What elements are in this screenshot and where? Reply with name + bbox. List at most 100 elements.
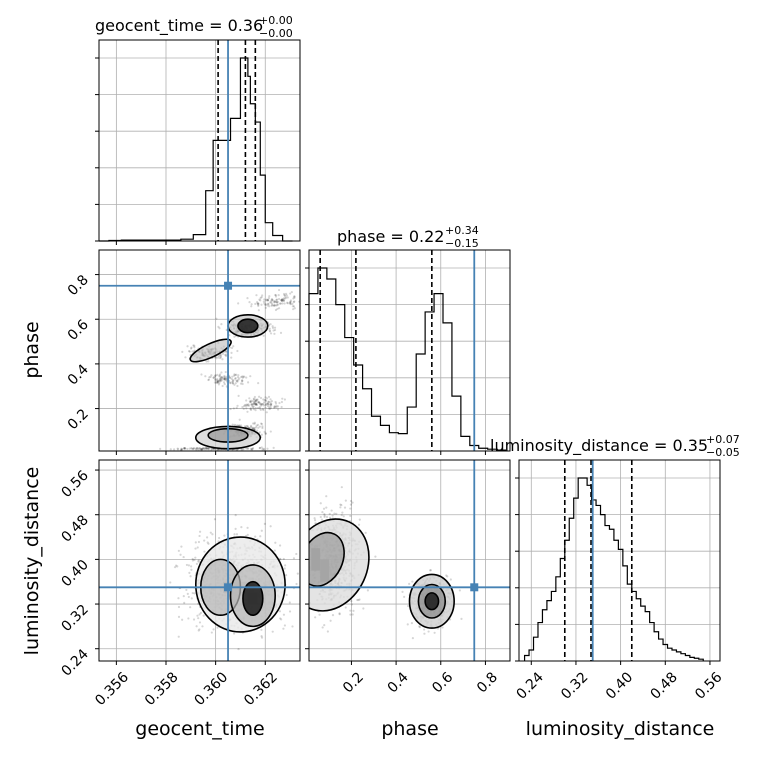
bottom-tick-labels: 0.356 0.358 0.360 0.362 0.2 0.4 0.6 0.8 0.24 0.32… (92, 669, 725, 709)
phase-hist-histogram-step (308, 267, 507, 451)
phase-geocent-sample-point (192, 344, 195, 347)
ld-geocent-sample-point (213, 518, 217, 521)
ld-geocent-sample-point (190, 568, 193, 571)
phase-hist-frame (308, 249, 511, 452)
phase-geocent-sample-point (292, 305, 296, 308)
ld-geocent-sample-point (197, 560, 200, 563)
phase-geocent-sample-point (181, 448, 184, 451)
phase-geocent-sample-point (251, 447, 254, 451)
phase-geocent-sample-point (239, 382, 243, 385)
phase-geocent-sample-point (250, 447, 253, 451)
ld-phase-sample-point (335, 512, 338, 515)
phase-geocent-sample-point (197, 448, 200, 451)
phase-geocent-sample-point (251, 400, 254, 403)
phase-geocent-sample-point (229, 376, 232, 380)
phase-geocent-sample-point (223, 378, 226, 381)
phase-geocent-sample-point (225, 353, 228, 356)
title-phase-minus: −0.15 (445, 237, 479, 250)
phase-geocent-sample-point (256, 423, 260, 426)
phase-geocent-sample-point (251, 447, 255, 450)
ld-phase-sample-point (342, 515, 345, 518)
phase-geocent-sample-point (273, 406, 276, 409)
phase-geocent-sample-point (254, 402, 257, 405)
ld-phase-sample-point (407, 604, 410, 608)
phase-geocent-sample-point (257, 304, 260, 308)
ld-phase-sample-point (352, 609, 355, 612)
ld-phase-sample-point (300, 524, 302, 526)
phase-geocent-sample-point (214, 374, 217, 377)
ld-phase-sample-point (344, 499, 347, 502)
xlabel-phase: phase (381, 718, 438, 740)
phase-geocent-sample-point (193, 344, 196, 347)
phase-geocent-sample-point (172, 448, 176, 451)
phase-geocent-sample-point (196, 446, 199, 450)
phase-geocent-sample-point (200, 448, 203, 451)
phase-geocent-sample-point (214, 377, 217, 381)
phase-geocent-sample-point (259, 403, 262, 406)
phase-geocent-sample-point (264, 432, 267, 435)
phase-geocent-sample-point (289, 303, 292, 306)
xtick-label-luminosity-distance: 0.48 (648, 669, 681, 702)
ylabel-luminosity-distance: luminosity_distance (21, 467, 43, 656)
phase-geocent-sample-point (273, 326, 277, 329)
phase-geocent-sample-point (254, 403, 257, 406)
ld-phase-sample-point (358, 598, 361, 601)
phase-geocent-sample-point (285, 294, 288, 297)
phase-geocent-sample-point (228, 376, 231, 379)
phase-geocent-sample-point (230, 346, 234, 350)
phase-geocent-sample-point (254, 399, 258, 402)
phase-geocent-sample-point (192, 446, 196, 450)
phase-geocent-sample-point (234, 376, 237, 380)
phase-geocent-sample-point (240, 448, 243, 451)
ytick-label-luminosity-distance: 0.56 (58, 467, 91, 500)
ld-geocent-sample-point (274, 541, 277, 544)
phase-geocent-sample-point (268, 327, 271, 330)
phase-geocent-sample-point (265, 411, 268, 414)
ld-geocent-sample-point (198, 534, 201, 538)
ld-phase-sample-point (357, 598, 360, 602)
phase-geocent-sample-point (257, 309, 260, 312)
phase-geocent-sample-point (218, 374, 221, 377)
phase-geocent-sample-point (269, 403, 272, 406)
ld-phase-sample-point (328, 516, 332, 519)
ld-geocent-sample-point (180, 545, 183, 548)
phase-geocent-sample-point (254, 302, 257, 306)
ld-geocent-sample-point (177, 605, 181, 609)
ld-phase-sample-point (427, 630, 430, 633)
ld-geocent-sample-point (169, 581, 172, 584)
phase-geocent-sample-point (252, 427, 256, 430)
phase-geocent-sample-point (219, 355, 222, 358)
phase-geocent-sample-point (220, 379, 223, 382)
phase-geocent-sample-point (244, 404, 248, 408)
phase-geocent-sample-point (214, 379, 217, 382)
phase-geocent-sample-point (183, 447, 186, 450)
phase-geocent-sample-point (191, 447, 195, 451)
phase-geocent-density-layer (159, 288, 300, 451)
phase-geocent-sample-point (269, 406, 272, 410)
phase-geocent-sample-point (230, 377, 234, 381)
phase-geocent-sample-point (251, 405, 254, 408)
ld-phase-sample-point (366, 589, 370, 592)
phase-geocent-sample-point (229, 382, 232, 385)
ld-geocent-sample-point (186, 592, 189, 595)
phase-geocent-sample-point (248, 400, 251, 403)
phase-geocent-sample-point (237, 394, 240, 397)
phase-geocent-sample-point (250, 408, 253, 412)
phase-geocent-sample-point (276, 405, 280, 408)
phase-geocent-sample-point (283, 302, 286, 305)
phase-geocent-sample-point (257, 400, 260, 403)
phase-geocent-sample-point (281, 397, 284, 400)
phase-geocent-sample-point (223, 374, 226, 378)
phase-geocent-sample-point (258, 431, 261, 434)
phase-geocent-sample-point (204, 446, 208, 449)
phase-geocent-sample-point (289, 301, 292, 304)
phase-geocent-sample-point (266, 299, 269, 302)
panel-luminosity-distance-vs-phase (300, 459, 511, 665)
ld-geocent-sample-point (283, 624, 286, 627)
phase-geocent-sample-point (249, 408, 252, 411)
phase-geocent-sample-point (274, 400, 277, 404)
phase-geocent-sample-point (255, 402, 258, 405)
ld-phase-sample-point (306, 563, 308, 565)
phase-geocent-sample-point (246, 447, 249, 450)
phase-geocent-sample-point (276, 300, 279, 304)
